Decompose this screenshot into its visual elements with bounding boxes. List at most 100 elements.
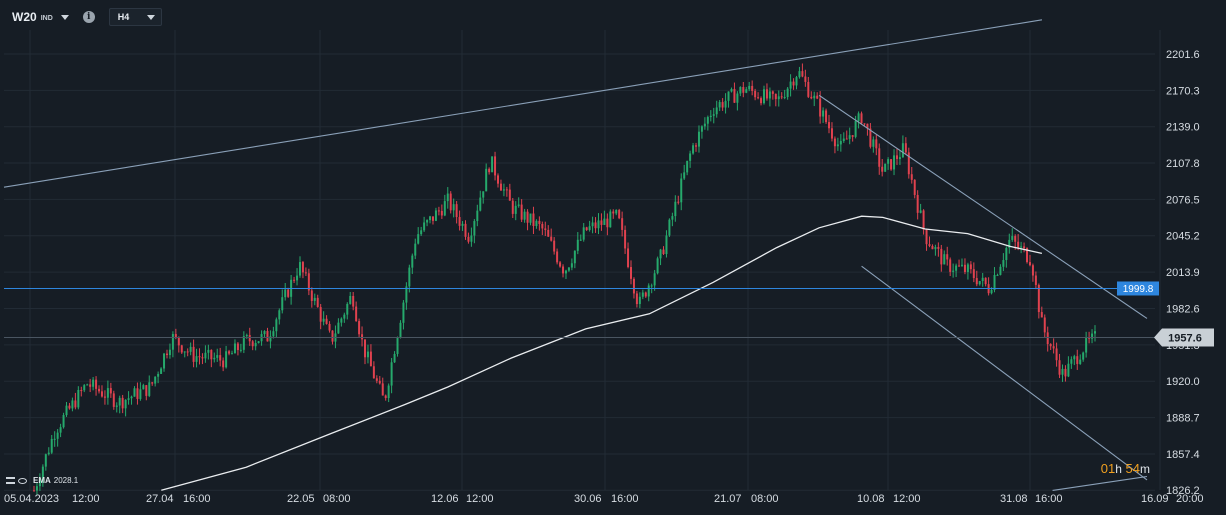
candle-body [972, 269, 975, 279]
countdown-hours-unit: h [1115, 462, 1122, 476]
candle-body [103, 396, 106, 398]
candle-body [98, 388, 101, 392]
candle-body [44, 454, 47, 467]
candle-body [304, 272, 307, 274]
candle-body [1011, 236, 1014, 240]
timeframe-label: H4 [117, 12, 130, 22]
visibility-eye-icon[interactable] [18, 477, 27, 484]
candle-body [157, 373, 160, 377]
candle-body [1046, 332, 1049, 345]
candle-body [207, 349, 210, 353]
candle-body [990, 289, 993, 294]
candle-body [473, 221, 476, 236]
candle-body [508, 189, 511, 201]
candle-body [647, 285, 650, 297]
candle-body [177, 336, 180, 346]
candle-body [961, 264, 964, 266]
candle-body [1043, 317, 1046, 333]
candle-body [222, 360, 225, 368]
candle-body [526, 211, 529, 223]
trendline [818, 94, 1148, 319]
candle-body [751, 85, 754, 91]
symbol-selector[interactable]: W20 IND [6, 8, 75, 26]
candle-body [301, 262, 304, 273]
candle-body [145, 385, 148, 396]
candle-body [881, 166, 884, 172]
candle-body [470, 235, 473, 242]
candle-body [1052, 346, 1055, 349]
candle-body [860, 113, 863, 124]
candle-body [547, 229, 550, 237]
candle-body [848, 135, 851, 139]
indicator-legend: EMA 2028.1 [6, 476, 78, 485]
candle-body [632, 278, 635, 294]
candle-body [674, 201, 677, 217]
candle-body [284, 289, 287, 298]
candle-body [112, 393, 115, 407]
candle-body [121, 397, 124, 409]
candle-body [272, 331, 275, 337]
y-tick-label: 2139.0 [1166, 122, 1200, 134]
current-price-tag [1154, 328, 1214, 347]
candle-body [564, 270, 567, 274]
candle-body [242, 336, 245, 350]
candle-body [452, 204, 455, 211]
candle-body [68, 405, 71, 409]
candle-body [417, 234, 420, 244]
candle-body [115, 405, 118, 407]
candle-body [996, 274, 999, 276]
candle-body [89, 384, 92, 387]
candle-body [576, 239, 579, 251]
settings-lines-icon[interactable] [6, 477, 15, 484]
candle-body [1076, 356, 1079, 364]
candle-body [494, 156, 497, 176]
candle-body [1061, 368, 1064, 375]
candle-body [529, 213, 532, 223]
candle-body [440, 210, 443, 216]
candle-body [47, 452, 50, 455]
candle-body [355, 306, 358, 322]
candle-body [1020, 246, 1023, 248]
candle-body [245, 335, 248, 337]
candle-body [553, 240, 556, 252]
candle-body [396, 337, 399, 354]
candle-body [136, 388, 139, 399]
y-tick-label: 2076.5 [1166, 194, 1200, 206]
timeframe-selector[interactable]: H4 [108, 8, 163, 26]
candle-body [993, 274, 996, 290]
candle-body [963, 264, 966, 272]
x-tick-label: 05.04.2023 [4, 493, 59, 505]
candle-body [361, 334, 364, 340]
candle-body [819, 98, 822, 117]
candle-body [455, 204, 458, 218]
info-icon[interactable]: i [82, 11, 95, 23]
candle-body [635, 293, 638, 305]
candle-body [437, 210, 440, 212]
candle-body [715, 107, 718, 115]
candle-body [653, 273, 656, 286]
candle-body [1040, 312, 1043, 318]
candle-body [349, 295, 352, 304]
candle-body [278, 310, 281, 320]
candle-body [695, 145, 698, 147]
candle-body [142, 385, 145, 390]
candle-body [499, 183, 502, 191]
x-tick-label: 16:00 [1035, 493, 1063, 505]
candle-body [550, 236, 553, 241]
y-tick-label: 2201.6 [1166, 49, 1200, 61]
candle-body [263, 331, 266, 335]
candle-body [1031, 265, 1034, 276]
candle-body [925, 229, 928, 245]
candle-body [638, 296, 641, 305]
candle-body [381, 383, 384, 396]
candle-body [1008, 239, 1011, 248]
candle-body [706, 117, 709, 124]
candle-body [384, 395, 387, 399]
candle-body [1082, 352, 1085, 360]
candle-body [884, 163, 887, 172]
trendline [1052, 475, 1148, 491]
candle-body [890, 159, 893, 170]
candle-body [514, 205, 517, 214]
candle-body [364, 339, 367, 358]
